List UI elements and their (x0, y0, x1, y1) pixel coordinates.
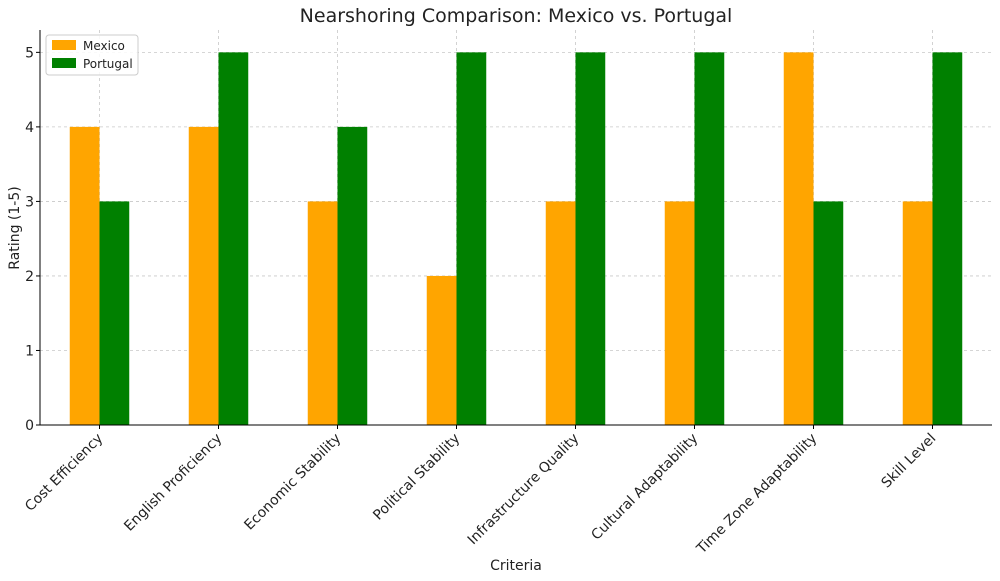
grid-lines (40, 30, 992, 426)
y-tick-labels: 0 1 2 3 4 5 (25, 45, 34, 434)
bar-portugal-skill-level (932, 52, 963, 425)
x-tick-label: Economic Stability (241, 431, 344, 534)
legend: Mexico Portugal (45, 34, 139, 76)
bar-mexico-infrastructure-quality (545, 201, 576, 425)
x-tick-labels: Cost Efficiency English Proficiency Econom… (22, 431, 939, 558)
bar-mexico-cost-efficiency (69, 126, 100, 426)
bar-mexico-skill-level (902, 201, 933, 425)
bar-mexico-time-zone-adaptability (783, 52, 814, 425)
x-tick-label: English Proficiency (121, 431, 225, 535)
x-tick-label: Cost Efficiency (22, 431, 106, 515)
bar-mexico-cultural-adaptability (664, 201, 695, 425)
bar-portugal-political-stability (456, 52, 487, 425)
chart-title: Nearshoring Comparison: Mexico vs. Portu… (300, 5, 733, 27)
bar-mexico-english-proficiency (188, 126, 219, 426)
y-tick-label: 1 (25, 343, 34, 359)
y-tick-label: 0 (25, 418, 34, 434)
axes (36, 30, 992, 429)
x-tick-label: Time Zone Adaptability (693, 431, 820, 558)
bar-mexico-political-stability (426, 275, 457, 425)
bar-portugal-cultural-adaptability (694, 52, 725, 425)
bar-portugal-time-zone-adaptability (813, 201, 844, 425)
bar-portugal-infrastructure-quality (575, 52, 606, 425)
legend-label-mexico: Mexico (83, 39, 125, 53)
y-tick-label: 2 (25, 269, 34, 285)
legend-swatch-mexico (52, 40, 76, 50)
bar-portugal-english-proficiency (218, 52, 249, 425)
y-tick-label: 3 (25, 194, 34, 210)
y-tick-label: 5 (25, 45, 34, 61)
bar-portugal-economic-stability (337, 126, 368, 426)
x-tick-label: Political Stability (370, 431, 463, 524)
x-tick-label: Cultural Adaptability (588, 431, 701, 544)
legend-swatch-portugal (52, 58, 76, 68)
legend-label-portugal: Portugal (83, 57, 133, 71)
bar-portugal-cost-efficiency (99, 201, 130, 425)
bars (69, 52, 963, 426)
y-tick-label: 4 (25, 120, 34, 136)
x-tick-label: Skill Level (878, 431, 939, 492)
x-tick-label: Infrastructure Quality (465, 431, 583, 549)
x-axis-label: Criteria (490, 558, 542, 574)
bar-mexico-economic-stability (307, 201, 338, 425)
y-axis-label: Rating (1-5) (7, 186, 23, 269)
